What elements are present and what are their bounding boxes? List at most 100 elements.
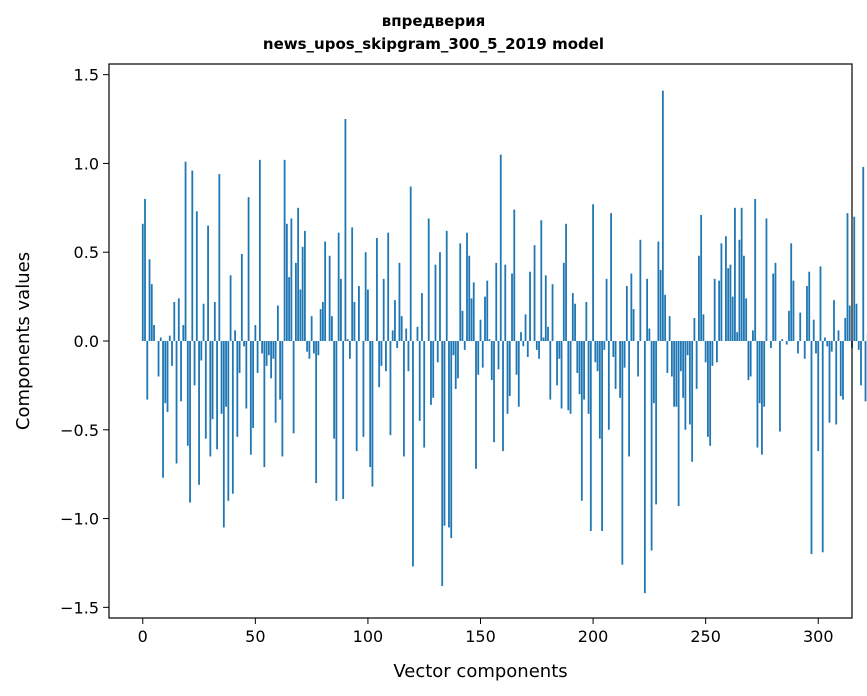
bar [770,341,772,349]
bar [200,341,203,361]
bar [529,271,531,341]
bar [209,341,212,457]
bar [711,341,714,366]
bar [707,341,709,437]
bar [479,319,482,341]
bar [265,341,268,366]
bar [303,230,306,341]
bar [828,341,831,423]
bar [472,282,475,341]
bar [177,298,180,341]
bar [508,341,511,397]
bar [506,341,509,414]
bar [144,198,146,341]
bar [826,341,829,347]
y-tick-label: −1.0 [60,510,99,529]
x-axis-label: Vector components [393,661,567,682]
bar [587,341,590,414]
bar [434,264,437,341]
bar [247,197,250,341]
bar [445,230,448,341]
bar [335,341,338,501]
bar [544,275,547,341]
bar [668,316,671,341]
bar [493,341,495,443]
bar [407,341,410,372]
bar [664,294,667,341]
bar [243,341,245,347]
bar [355,341,358,452]
bar [162,341,164,478]
bar [799,312,802,341]
bar [682,341,685,398]
bar [821,341,824,553]
bar [574,303,576,341]
bar [596,341,599,372]
bar [607,341,610,430]
bar [738,239,741,341]
bar [340,278,342,341]
bar [704,341,707,363]
bar [812,319,815,341]
bar [315,341,318,484]
bar [324,241,327,341]
bar [580,341,583,501]
bar [650,341,653,551]
bar [317,341,320,356]
bar [470,298,473,341]
bar [571,293,574,341]
y-tick-label: 1.5 [74,66,99,85]
bar [621,341,624,565]
bar [718,280,721,341]
chart-title-line-2: news_upos_skipgram_300_5_2019 model [262,35,605,53]
x-tick-label: 100 [353,627,384,646]
y-axis-ticks: −1.5 −1.0 −0.5 0.0 0.5 1.0 1.5 [60,66,109,617]
bar [328,255,331,341]
bar [601,341,603,531]
bar [819,266,822,341]
bar [198,341,200,485]
bar [344,119,347,341]
bar [213,301,216,341]
bar [202,303,205,341]
bar [432,341,435,398]
bar [216,341,218,450]
bar [547,326,549,341]
bar [589,341,592,531]
bar [168,335,171,341]
bar [806,285,808,341]
bar [430,341,432,405]
bar [790,243,793,341]
bar [632,309,635,341]
bar [842,341,844,400]
x-tick-label: 0 [138,627,148,646]
y-tick-label: −0.5 [60,421,99,440]
bar [734,207,736,341]
bar [655,341,658,505]
bar [452,341,455,356]
bar [186,341,189,446]
bar [765,218,768,341]
bar [524,314,527,341]
bar [720,243,723,341]
bar [321,301,324,341]
bar [747,341,750,381]
bar [148,259,151,341]
bar [833,300,835,341]
bar [520,332,522,341]
bar [857,341,860,350]
bar [743,255,745,341]
bar [475,341,477,469]
bar [756,341,759,448]
bar [204,341,207,439]
x-tick-label: 300 [803,627,834,646]
bar [709,341,712,446]
bar [677,341,680,507]
bar [463,341,466,350]
bar [578,341,581,395]
bar [227,341,230,501]
bar [418,341,421,421]
bar [481,341,484,368]
bar [648,328,651,341]
